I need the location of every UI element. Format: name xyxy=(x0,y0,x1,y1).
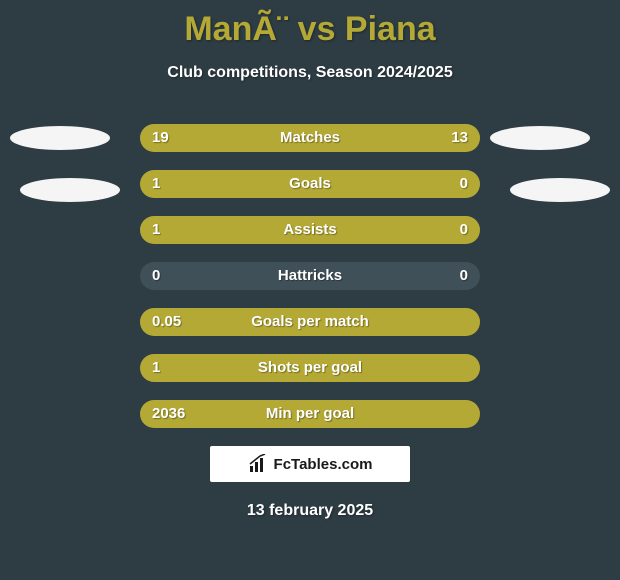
subtitle: Club competitions, Season 2024/2025 xyxy=(0,64,620,82)
chart-icon xyxy=(248,454,268,474)
stat-value-left: 1 xyxy=(152,354,160,382)
date-label: 13 february 2025 xyxy=(0,502,620,520)
stat-value-right: 0 xyxy=(460,170,468,198)
stat-value-right: 0 xyxy=(460,262,468,290)
stat-bars: Matches1913Goals10Assists10Hattricks00Go… xyxy=(140,124,480,446)
page-title: ManÃ¨ vs Piana xyxy=(0,10,620,49)
stat-label: Assists xyxy=(140,216,480,244)
logo-ellipse xyxy=(510,178,610,202)
stat-value-left: 0 xyxy=(152,262,160,290)
stat-value-left: 19 xyxy=(152,124,169,152)
logo-ellipse xyxy=(10,126,110,150)
stat-label: Goals xyxy=(140,170,480,198)
stat-row: Shots per goal1 xyxy=(140,354,480,382)
stat-label: Hattricks xyxy=(140,262,480,290)
stat-label: Min per goal xyxy=(140,400,480,428)
stat-label: Matches xyxy=(140,124,480,152)
source-badge: FcTables.com xyxy=(210,446,410,482)
stat-value-right: 13 xyxy=(451,124,468,152)
stat-label: Shots per goal xyxy=(140,354,480,382)
stat-value-left: 0.05 xyxy=(152,308,181,336)
stat-row: Hattricks0 0 xyxy=(140,262,480,290)
stat-value-left: 1 xyxy=(152,170,160,198)
logo-ellipse xyxy=(490,126,590,150)
stat-value-left: 1 xyxy=(152,216,160,244)
stat-row: Assists1 0 xyxy=(140,216,480,244)
stat-row: Goals1 0 xyxy=(140,170,480,198)
source-label: FcTables.com xyxy=(274,456,373,473)
stat-row: Matches19 13 xyxy=(140,124,480,152)
stat-row: Goals per match0.05 xyxy=(140,308,480,336)
stat-row: Min per goal2036 xyxy=(140,400,480,428)
comparison-infographic: ManÃ¨ vs Piana Club competitions, Season… xyxy=(0,0,620,580)
logo-ellipse xyxy=(20,178,120,202)
stat-value-left: 2036 xyxy=(152,400,185,428)
stat-value-right: 0 xyxy=(460,216,468,244)
stat-label: Goals per match xyxy=(140,308,480,336)
